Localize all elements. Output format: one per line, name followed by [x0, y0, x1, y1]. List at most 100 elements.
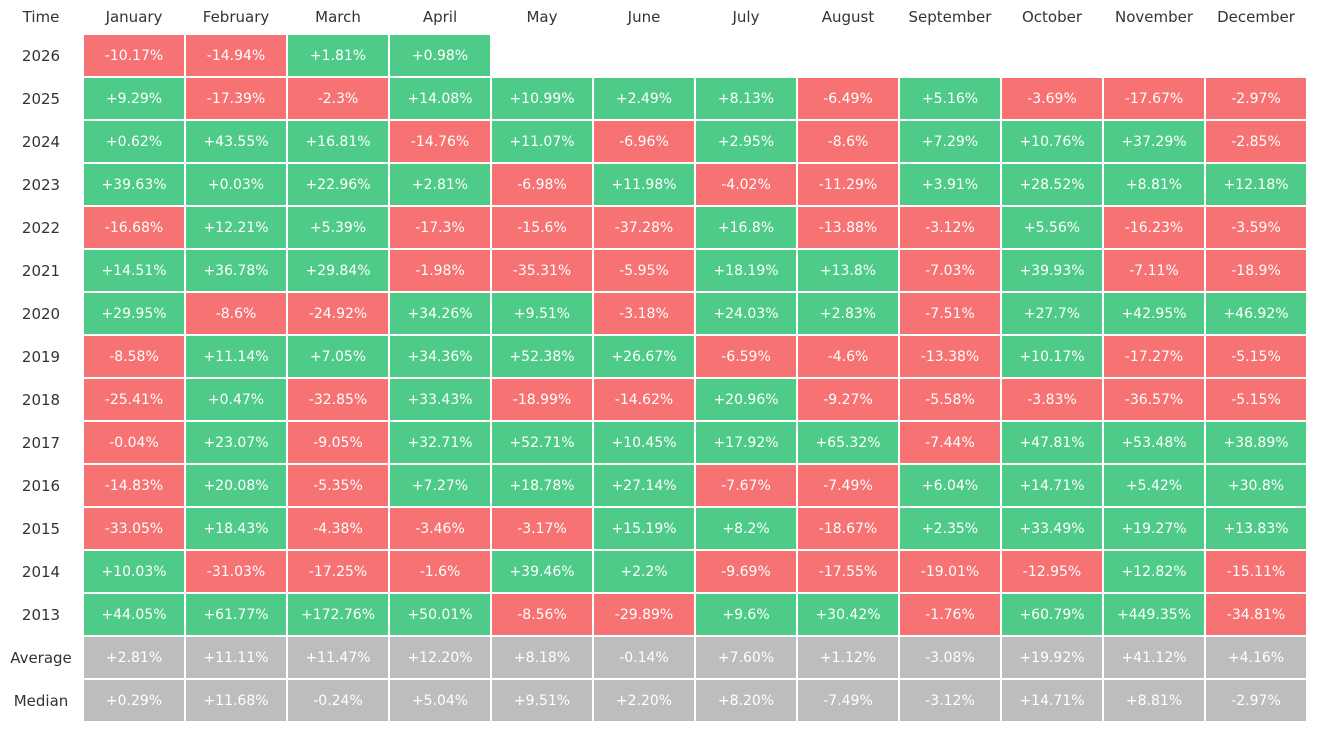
return-cell: +19.92% [1002, 637, 1102, 678]
return-cell: -17.3% [390, 207, 490, 248]
return-cell: +2.95% [696, 121, 796, 162]
return-cell: -6.49% [798, 78, 898, 119]
row-label: 2026 [21, 46, 61, 65]
return-cell: -6.59% [696, 336, 796, 377]
return-cell: +16.81% [288, 121, 388, 162]
return-cell: +15.19% [594, 508, 694, 549]
return-cell: +17.92% [696, 422, 796, 463]
return-cell: +8.2% [696, 508, 796, 549]
return-cell: +14.51% [84, 250, 184, 291]
return-cell: -8.58% [84, 336, 184, 377]
return-cell: +47.81% [1002, 422, 1102, 463]
return-cell: +11.68% [186, 680, 286, 721]
return-cell: +33.49% [1002, 508, 1102, 549]
return-cell: +8.81% [1104, 164, 1204, 205]
return-cell: +23.07% [186, 422, 286, 463]
return-cell: +2.81% [84, 637, 184, 678]
return-cell: -12.95% [1002, 551, 1102, 592]
return-cell: +29.84% [288, 250, 388, 291]
return-cell: +10.76% [1002, 121, 1102, 162]
return-cell: +30.8% [1206, 465, 1306, 506]
column-header: October [1021, 7, 1083, 26]
return-cell: -9.69% [696, 551, 796, 592]
return-cell: +0.03% [186, 164, 286, 205]
return-cell: +5.04% [390, 680, 490, 721]
return-cell: -7.49% [798, 680, 898, 721]
return-cell: +50.01% [390, 594, 490, 635]
return-cell: +12.82% [1104, 551, 1204, 592]
return-cell: -5.15% [1206, 379, 1306, 420]
return-cell: -5.95% [594, 250, 694, 291]
column-header: January [105, 7, 163, 26]
return-cell: -18.67% [798, 508, 898, 549]
column-header: July [732, 7, 760, 26]
return-cell: +5.56% [1002, 207, 1102, 248]
return-cell: +19.27% [1104, 508, 1204, 549]
column-header: December [1217, 7, 1295, 26]
return-cell: -35.31% [492, 250, 592, 291]
return-cell: +29.95% [84, 293, 184, 334]
return-cell: +46.92% [1206, 293, 1306, 334]
return-cell: +11.98% [594, 164, 694, 205]
return-cell: -3.69% [1002, 78, 1102, 119]
return-cell: -29.89% [594, 594, 694, 635]
return-cell: -17.67% [1104, 78, 1204, 119]
column-header: August [821, 7, 875, 26]
return-cell: -14.83% [84, 465, 184, 506]
column-header: February [202, 7, 270, 26]
return-cell: -32.85% [288, 379, 388, 420]
row-label: 2024 [21, 132, 61, 151]
return-cell: -9.05% [288, 422, 388, 463]
return-cell: -14.94% [186, 35, 286, 76]
return-cell: +16.8% [696, 207, 796, 248]
return-cell: +65.32% [798, 422, 898, 463]
return-cell: +9.51% [492, 680, 592, 721]
return-cell: +10.17% [1002, 336, 1102, 377]
row-label: Median [13, 691, 69, 710]
return-cell: +12.21% [186, 207, 286, 248]
column-header: April [422, 7, 458, 26]
return-cell: +11.14% [186, 336, 286, 377]
return-cell: -19.01% [900, 551, 1000, 592]
return-cell: +33.43% [390, 379, 490, 420]
row-label: 2023 [21, 175, 61, 194]
return-cell: +10.99% [492, 78, 592, 119]
return-cell: -3.18% [594, 293, 694, 334]
return-cell: -0.04% [84, 422, 184, 463]
row-label: 2015 [21, 519, 61, 538]
return-cell: +42.95% [1104, 293, 1204, 334]
return-cell: +22.96% [288, 164, 388, 205]
return-cell: -8.6% [186, 293, 286, 334]
return-cell: +13.8% [798, 250, 898, 291]
return-cell: -5.35% [288, 465, 388, 506]
return-cell: +26.67% [594, 336, 694, 377]
return-cell: -34.81% [1206, 594, 1306, 635]
return-cell: -17.27% [1104, 336, 1204, 377]
return-cell: +39.93% [1002, 250, 1102, 291]
return-cell: +14.71% [1002, 465, 1102, 506]
row-label: 2013 [21, 605, 61, 624]
return-cell: +36.78% [186, 250, 286, 291]
return-cell: +53.48% [1104, 422, 1204, 463]
return-cell: +13.83% [1206, 508, 1306, 549]
return-cell: -14.62% [594, 379, 694, 420]
return-cell: -6.98% [492, 164, 592, 205]
return-cell: -13.88% [798, 207, 898, 248]
return-cell: +44.05% [84, 594, 184, 635]
row-label: 2019 [21, 347, 61, 366]
return-cell: +2.35% [900, 508, 1000, 549]
column-header: September [908, 7, 992, 26]
return-cell: +14.71% [1002, 680, 1102, 721]
return-cell: -16.68% [84, 207, 184, 248]
return-cell: -4.6% [798, 336, 898, 377]
return-cell: +20.08% [186, 465, 286, 506]
return-cell: -17.55% [798, 551, 898, 592]
return-cell: +8.20% [696, 680, 796, 721]
return-cell: -2.97% [1206, 78, 1306, 119]
return-cell: +7.60% [696, 637, 796, 678]
row-label: Average [10, 648, 72, 667]
return-cell: -2.97% [1206, 680, 1306, 721]
return-cell: -25.41% [84, 379, 184, 420]
return-cell: +2.2% [594, 551, 694, 592]
